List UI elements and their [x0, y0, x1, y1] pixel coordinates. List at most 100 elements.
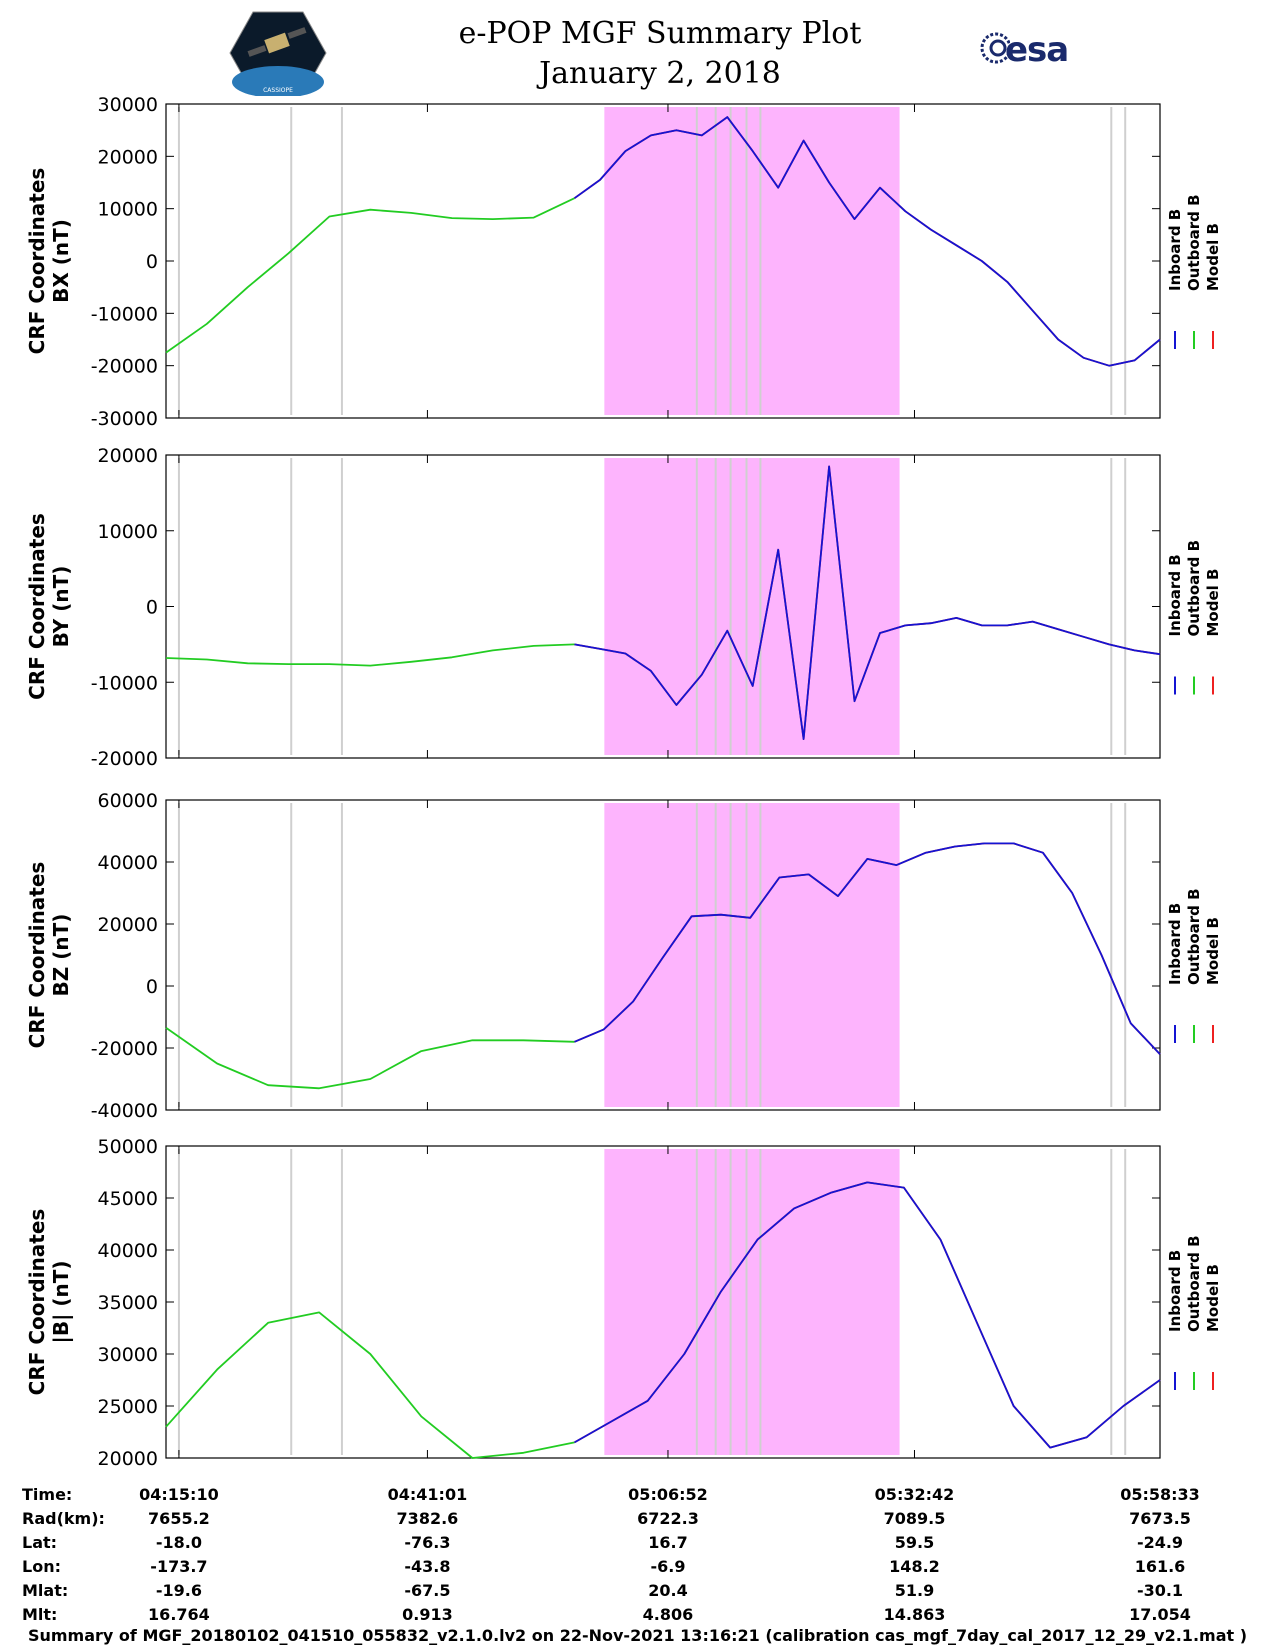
info-cell: 16.7	[648, 1533, 687, 1552]
axes-box	[165, 799, 1161, 1111]
panel-2: 20000 10000 0 -10000 -20000 CRF Coordinates BY…	[25, 445, 1222, 770]
legend-label: Inboard B	[1166, 1250, 1184, 1332]
info-cell: 7673.5	[1129, 1509, 1191, 1528]
info-cell: 05:58:33	[1120, 1485, 1200, 1504]
y-tick-label: 45000	[98, 1188, 158, 1210]
info-cell: 04:41:01	[388, 1485, 468, 1504]
y-axis-label: CRF Coordinates	[25, 513, 49, 700]
highlight-region	[604, 803, 900, 1107]
legend-label: Model B	[1204, 1264, 1222, 1332]
page-title: e-POP MGF Summary Plot January 2, 2018	[0, 14, 1275, 94]
info-cell: 7382.6	[397, 1509, 459, 1528]
series-inboard	[573, 116, 1161, 367]
highlight-region	[604, 458, 900, 755]
info-cell: 7089.5	[884, 1509, 946, 1528]
info-cell: -67.5	[404, 1581, 450, 1600]
y-tick-label: 0	[146, 597, 158, 619]
panel-1: 30000 20000 10000 0 -10000 -20000 -30000 CRF Co…	[25, 94, 1222, 430]
legend-label: Inboard B	[1166, 209, 1184, 291]
footer-caption: Summary of MGF_20180102_041510_055832_v2…	[27, 1626, 1248, 1645]
info-cell: 148.2	[889, 1557, 940, 1576]
info-row-label: Rad(km):	[22, 1509, 105, 1528]
y-tick-label: 10000	[98, 199, 158, 221]
y-tick-label: -20000	[91, 356, 158, 378]
y-tick-label: 40000	[98, 852, 158, 874]
logo-left-text: CASSIOPE	[263, 87, 293, 94]
legend-label: Model B	[1204, 917, 1222, 985]
series-outboard	[165, 1027, 575, 1090]
cassiope-logo: CASSIOPE	[229, 11, 327, 96]
y-tick-label: 20000	[98, 146, 158, 168]
info-cell: -76.3	[404, 1533, 450, 1552]
legend-label: Outboard B	[1185, 888, 1203, 985]
info-cell: 05:32:42	[875, 1485, 955, 1504]
legend-label: Outboard B	[1185, 1235, 1203, 1332]
y-tick-label: 40000	[98, 1240, 158, 1262]
info-row-label: Lon:	[22, 1557, 61, 1576]
y-tick-label: 10000	[98, 521, 158, 543]
info-cell: 16.764	[148, 1605, 210, 1624]
series-outboard	[165, 1311, 575, 1459]
legend-label: Outboard B	[1185, 540, 1203, 637]
info-cell: 17.054	[1129, 1605, 1191, 1624]
legend-label: Model B	[1204, 569, 1222, 637]
info-cell: -18.0	[156, 1533, 202, 1552]
info-cell: 0.913	[402, 1605, 453, 1624]
info-cell: -6.9	[650, 1557, 685, 1576]
info-cell: 7655.2	[148, 1509, 210, 1528]
info-cell: 14.863	[884, 1605, 946, 1624]
info-cell: -24.9	[1137, 1533, 1183, 1552]
info-cell: 59.5	[895, 1533, 934, 1552]
y-tick-label: 20000	[98, 914, 158, 936]
info-cell: 05:06:52	[628, 1485, 708, 1504]
info-cell: 161.6	[1135, 1557, 1186, 1576]
info-cell: -173.7	[150, 1557, 207, 1576]
info-cell: -19.6	[156, 1581, 202, 1600]
panel-3: 60000 40000 20000 0 -20000 -40000 CRF Coordina…	[25, 790, 1222, 1122]
highlight-region	[604, 107, 900, 415]
legend-label: Inboard B	[1166, 903, 1184, 985]
y-axis-label: |B| (nT)	[49, 1261, 73, 1344]
title-line-1: e-POP MGF Summary Plot	[458, 16, 862, 51]
info-row-label: Mlt:	[22, 1605, 57, 1624]
y-tick-label: -10000	[91, 672, 158, 694]
esa-logo-icon	[980, 32, 1010, 64]
highlight-region	[604, 1149, 900, 1455]
series-inboard	[574, 842, 1161, 1055]
y-tick-label: 60000	[98, 790, 158, 812]
legend-label: Inboard B	[1166, 554, 1184, 636]
y-tick-label: -40000	[91, 1100, 158, 1122]
y-tick-label: -10000	[91, 303, 158, 325]
y-tick-label: 20000	[98, 445, 158, 467]
info-cell: -43.8	[404, 1557, 450, 1576]
info-cell: 4.806	[643, 1605, 694, 1624]
series-inboard	[574, 465, 1161, 740]
info-cell: 51.9	[895, 1581, 934, 1600]
y-tick-label: -30000	[91, 408, 158, 430]
info-cell: 20.4	[648, 1581, 687, 1600]
series-outboard	[165, 197, 575, 354]
y-tick-label: 35000	[98, 1292, 158, 1314]
info-row-label: Lat:	[22, 1533, 57, 1552]
y-tick-label: -20000	[91, 748, 158, 770]
y-tick-label: 0	[146, 976, 158, 998]
y-axis-label: BZ (nT)	[49, 914, 73, 997]
y-axis-label: BX (nT)	[49, 219, 73, 303]
y-tick-label: 0	[146, 251, 158, 273]
info-cell: -30.1	[1137, 1581, 1183, 1600]
legend-label: Model B	[1204, 223, 1222, 291]
y-axis-label: CRF Coordinates	[25, 862, 49, 1049]
info-row-label: Time:	[22, 1485, 72, 1504]
series-outboard	[165, 643, 575, 667]
y-tick-label: -20000	[91, 1038, 158, 1060]
info-cell: 04:15:10	[139, 1485, 219, 1504]
esa-logo-text: esa	[1005, 30, 1069, 70]
y-tick-label: 30000	[98, 1344, 158, 1366]
info-row-label: Mlat:	[22, 1581, 68, 1600]
info-cell: 6722.3	[637, 1509, 699, 1528]
y-tick-label: 30000	[98, 94, 158, 116]
y-axis-label: BY (nT)	[49, 566, 73, 648]
y-tick-label: 25000	[98, 1396, 158, 1418]
legend-label: Outboard B	[1185, 194, 1203, 291]
